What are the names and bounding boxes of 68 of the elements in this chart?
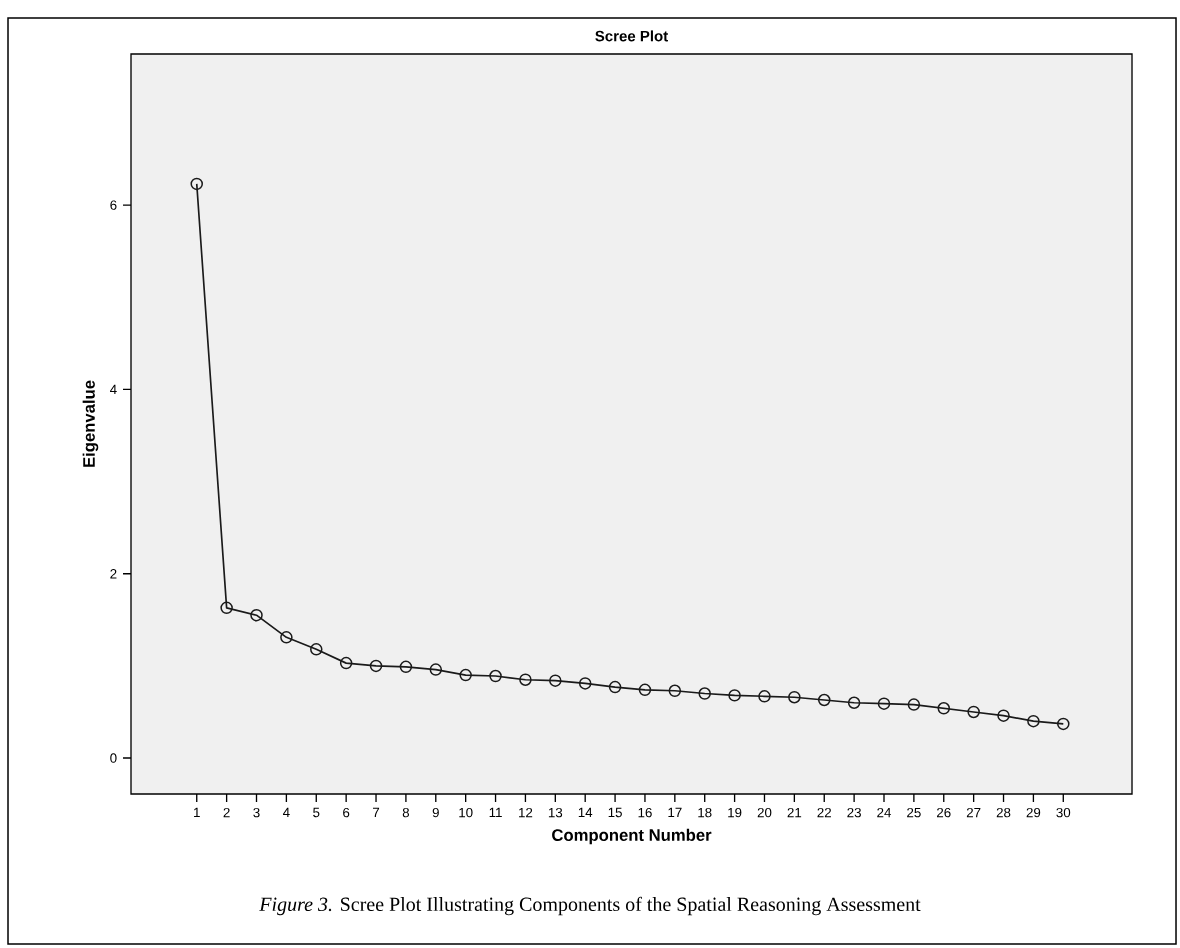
x-tick-label: 20 — [757, 807, 772, 818]
x-tick-label: 14 — [578, 807, 593, 818]
point — [250, 608, 263, 622]
x-tick-label: 24 — [877, 807, 892, 818]
point — [608, 680, 622, 694]
point — [369, 659, 383, 673]
point — [758, 690, 771, 703]
x-tick-label: 7 — [373, 807, 380, 818]
x-tick-label: 9 — [432, 807, 439, 818]
point — [459, 668, 472, 682]
point — [788, 690, 801, 704]
x-tick-label: 16 — [638, 807, 652, 818]
x-tick-label: 29 — [1026, 807, 1041, 818]
point — [698, 687, 711, 700]
chart-title: Scree Plot — [595, 30, 668, 42]
point — [638, 683, 652, 697]
x-tick-label: 27 — [966, 807, 981, 818]
x-tick-label: 2 — [223, 807, 230, 818]
point — [1057, 717, 1070, 731]
x-tick-label: 18 — [698, 807, 712, 818]
point — [728, 689, 741, 702]
point — [1027, 714, 1040, 728]
x-tick-label: 8 — [402, 807, 410, 818]
x-tick-label: 12 — [519, 807, 533, 818]
x-tick-label: 23 — [847, 807, 861, 818]
y-tick-label: 4 — [110, 384, 117, 395]
x-tick-label: 5 — [313, 807, 320, 818]
point — [220, 601, 233, 615]
point — [937, 702, 951, 715]
point — [519, 673, 532, 686]
point — [578, 677, 592, 690]
x-tick-label: 10 — [459, 807, 473, 818]
point — [310, 643, 323, 656]
point — [190, 177, 203, 191]
x-tick-label: 1 — [194, 807, 200, 818]
y-axis-title: Eigenvalue — [82, 380, 99, 467]
x-tick-label: 4 — [282, 807, 290, 818]
point — [877, 697, 891, 710]
point — [339, 656, 353, 670]
x-tick-label: 11 — [489, 807, 502, 818]
point — [847, 696, 861, 709]
point — [997, 709, 1010, 722]
point — [967, 705, 980, 719]
x-axis-title: Component Number — [552, 828, 712, 845]
x-tick-label: 22 — [817, 807, 831, 818]
x-tick-label: 21 — [787, 807, 802, 818]
point — [489, 669, 502, 683]
point — [668, 684, 682, 698]
x-tick-label: 3 — [253, 807, 260, 818]
point — [817, 693, 831, 707]
x-tick-label: 25 — [907, 807, 921, 818]
x-tick-label: 13 — [548, 807, 563, 818]
x-tick-label: 28 — [996, 807, 1011, 818]
x-tick-label: 30 — [1056, 807, 1071, 818]
point — [907, 698, 921, 711]
x-tick-label: 17 — [668, 807, 682, 818]
point — [399, 660, 413, 674]
x-tick-label: 19 — [728, 807, 742, 818]
x-tick-label: 26 — [937, 807, 951, 818]
point — [429, 663, 443, 676]
text: Figure 3. Scree Plot Illustrating Components of the Spatial Reasoning Assessment — [259, 896, 921, 916]
point — [549, 674, 562, 687]
y-tick-label: 2 — [110, 569, 117, 579]
x-tick-label: 15 — [608, 807, 622, 818]
y-tick-label: 0 — [110, 753, 117, 763]
x-tick-label: 6 — [343, 807, 350, 818]
point — [280, 631, 293, 644]
y-tick-label: 6 — [110, 200, 117, 210]
